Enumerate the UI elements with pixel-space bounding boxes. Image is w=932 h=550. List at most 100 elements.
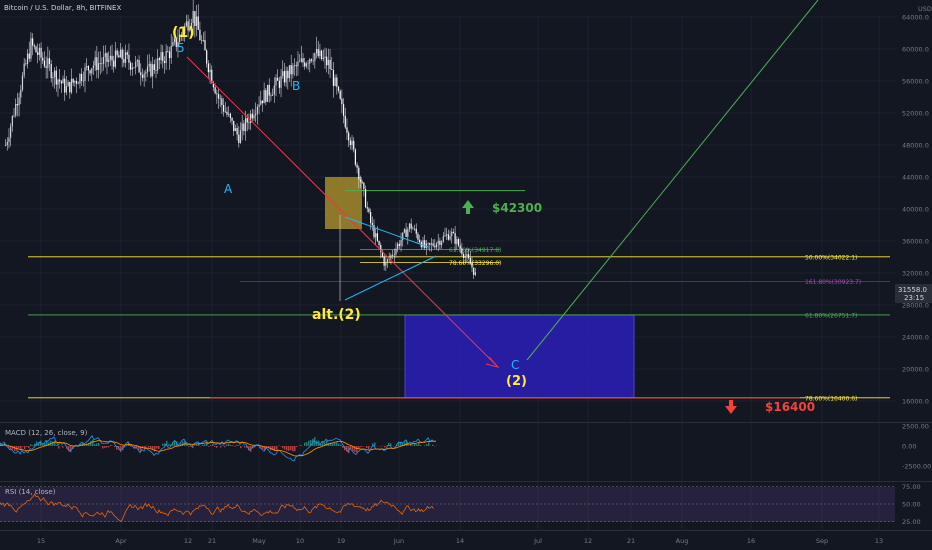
candle-body <box>143 73 145 78</box>
candle-body <box>119 49 122 58</box>
candle-body <box>364 189 367 208</box>
macd-bar <box>380 446 382 447</box>
macd-bar <box>348 446 350 454</box>
candle-body <box>300 58 302 62</box>
macd-bar <box>358 446 360 450</box>
macd-bar <box>148 446 150 448</box>
candle-body <box>405 229 407 237</box>
macd-bar <box>102 446 104 449</box>
candle-body <box>25 63 27 65</box>
macd-bar <box>174 439 176 446</box>
macd-bar <box>124 446 126 448</box>
candle-body <box>108 59 110 62</box>
price-axis[interactable]: USD 68000.064000.060000.056000.052000.04… <box>902 0 932 406</box>
candle-body <box>189 27 191 31</box>
candle-body <box>261 100 264 104</box>
macd-bar <box>356 446 358 453</box>
candle-body <box>192 11 194 23</box>
candle-body <box>376 233 378 241</box>
macd-bar <box>352 446 354 451</box>
downtrend-line <box>186 56 497 366</box>
macd-bar <box>70 446 72 453</box>
candle-body <box>52 77 54 79</box>
candle-body <box>287 70 289 79</box>
macd-bar <box>322 440 324 446</box>
macd-bar <box>416 444 418 446</box>
date-tick: 16 <box>747 537 755 545</box>
macd-bar <box>306 442 308 446</box>
candle-body <box>449 236 451 240</box>
macd-bar <box>52 441 54 446</box>
macd-bar <box>46 440 48 446</box>
candle-body <box>133 67 135 69</box>
macd-bar <box>346 446 348 452</box>
macd-bar <box>410 444 412 446</box>
candle-body <box>293 65 296 66</box>
macd-pane[interactable]: MACD (12, 26, close, 9) 2500.00 0.00 -2500… <box>0 423 931 471</box>
macd-bar <box>2 445 4 446</box>
macd-bar <box>232 445 234 446</box>
candle-body <box>167 50 169 52</box>
candle-body <box>234 128 237 132</box>
candle-body <box>146 66 149 73</box>
target-zone-box[interactable] <box>404 314 635 399</box>
candle-body <box>201 39 203 41</box>
date-tick: 13 <box>875 537 883 545</box>
candle-body <box>346 127 348 133</box>
macd-bar <box>162 443 164 446</box>
candle-body <box>172 42 174 46</box>
candle-body <box>121 49 123 60</box>
macd-bar <box>402 442 404 446</box>
macd-bar <box>420 445 422 446</box>
candle-body <box>288 65 291 79</box>
macd-bar <box>260 446 262 449</box>
macd-bar <box>320 443 322 446</box>
candle-body <box>371 222 373 226</box>
macd-bar <box>84 445 86 446</box>
candle-body <box>348 132 350 141</box>
candle-body <box>114 50 117 67</box>
macd-bar <box>286 446 288 451</box>
candle-body <box>439 240 441 246</box>
rsi-pane[interactable]: RSI (14, close) 75.00 50.00 25.00 <box>0 483 921 526</box>
macd-bar <box>186 444 188 446</box>
wedge-lower-line <box>344 255 437 301</box>
candle-body <box>339 90 341 99</box>
price-tick: 40000.0 <box>902 206 929 214</box>
candle-body <box>140 72 142 76</box>
macd-bar <box>288 446 290 451</box>
date-tick: 21 <box>208 537 216 545</box>
macd-bar <box>120 446 122 452</box>
candle-body <box>400 240 402 246</box>
candle-body <box>199 29 201 41</box>
candle-body <box>145 72 147 74</box>
macd-bar <box>54 440 56 446</box>
candle-body <box>32 38 34 46</box>
macd-bar <box>266 446 268 448</box>
macd-bar <box>190 446 192 447</box>
candle-body <box>444 235 446 237</box>
macd-bar <box>154 446 156 452</box>
candle-body <box>187 21 189 31</box>
candle-body <box>226 111 228 115</box>
candle-body <box>326 56 328 66</box>
candle-body <box>111 55 113 61</box>
candle-body <box>312 60 314 62</box>
macd-bar <box>158 446 160 449</box>
candle-body <box>216 93 218 95</box>
candle-body <box>101 63 103 65</box>
candle-body <box>195 16 198 26</box>
macd-bar <box>388 442 390 446</box>
candle-body <box>128 54 130 63</box>
wave-labels: (1) 5 A B alt.(2) C (2) <box>172 25 527 389</box>
macd-bar <box>0 443 2 446</box>
time-axis[interactable]: 15 Apr 12 21 May 10 19 Jun 14 Jul 12 21 Aug 16 Sep 13 <box>37 537 883 545</box>
candle-body <box>42 57 44 61</box>
macd-bar <box>28 446 30 449</box>
macd-bar <box>220 446 222 448</box>
macd-bar <box>344 446 346 451</box>
candle-body <box>407 229 409 237</box>
macd-bar <box>390 443 392 446</box>
consolidation-box[interactable] <box>325 177 362 229</box>
